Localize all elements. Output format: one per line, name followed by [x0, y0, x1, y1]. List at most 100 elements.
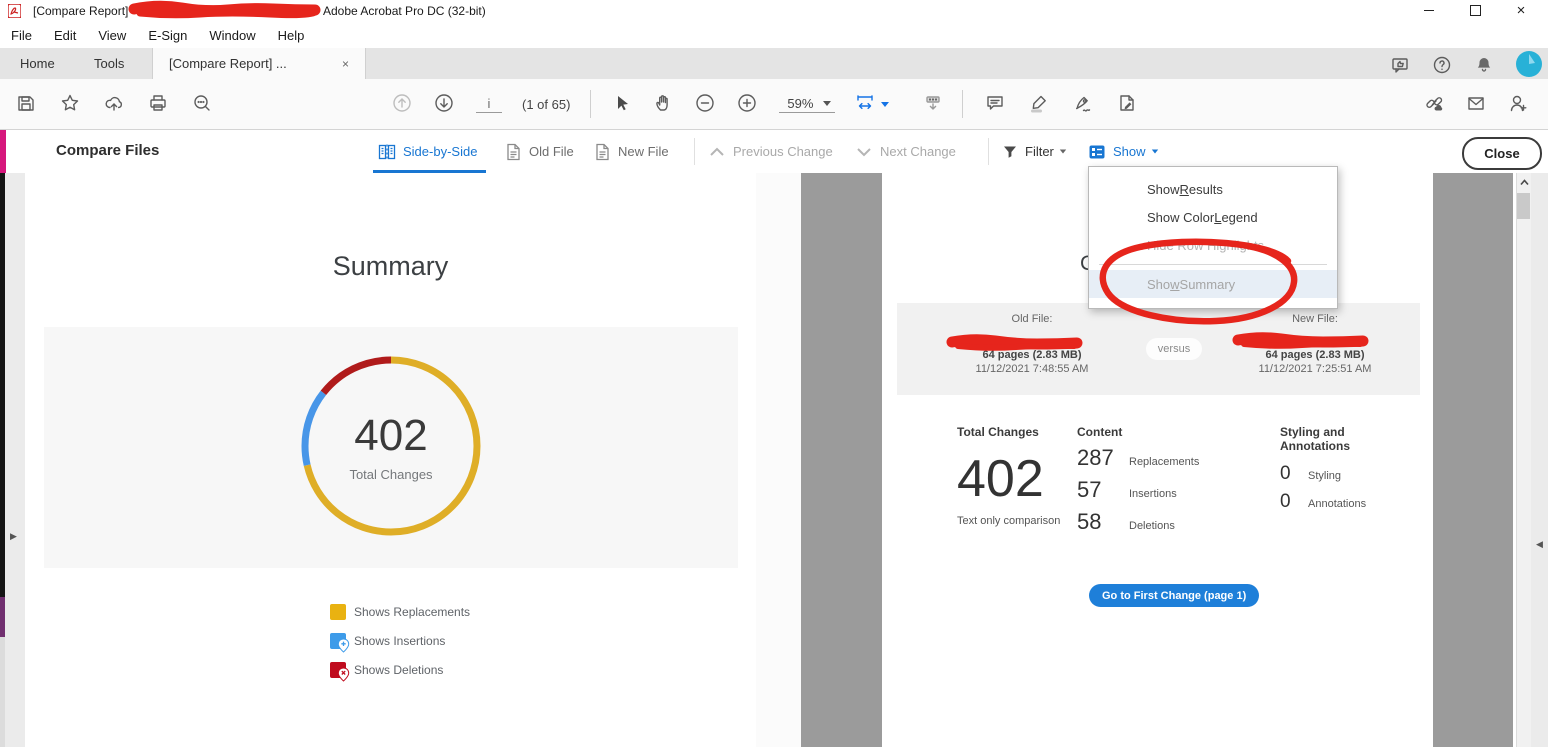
styling-count: 0	[1280, 463, 1291, 484]
old-file-label: Old File:	[1011, 313, 1053, 325]
vertical-scrollbar[interactable]	[1516, 173, 1532, 747]
zoom-level-select[interactable]: 59%	[779, 96, 836, 113]
search-icon[interactable]	[192, 93, 214, 115]
old-file-date: 11/12/2021 7:48:55 AM	[975, 363, 1089, 375]
styling-annotations-stats: Styling and Annotations 0 Styling 0 Annota…	[1280, 425, 1380, 513]
stat-row: 57 Insertions	[1077, 477, 1247, 503]
divider	[694, 138, 695, 165]
tab-new-file[interactable]: New File	[594, 130, 669, 173]
left-pane-collapsed[interactable]: ▶	[5, 173, 25, 747]
menu-view[interactable]: View	[98, 27, 127, 43]
select-cursor-icon[interactable]	[611, 93, 633, 115]
deletions-label: Deletions	[1129, 520, 1175, 532]
maximize-button[interactable]	[1466, 1, 1484, 19]
tab-old-file[interactable]: Old File	[505, 130, 574, 173]
legend-row-replacements: Shows Replacements	[330, 603, 470, 621]
tab-document[interactable]: [Compare Report] ... ×	[152, 48, 366, 79]
highlighter-icon[interactable]	[1029, 93, 1051, 115]
scrollbar-thumb[interactable]	[1517, 193, 1530, 219]
print-icon[interactable]	[148, 93, 170, 115]
menu-window[interactable]: Window	[209, 27, 256, 43]
toolbar-divider	[962, 90, 963, 118]
cloud-upload-icon[interactable]	[104, 93, 126, 115]
stat-row: 0 Styling	[1280, 463, 1380, 485]
close-compare-button[interactable]: Close	[1462, 137, 1542, 170]
tab-side-by-side[interactable]: Side-by-Side	[378, 130, 477, 173]
user-avatar[interactable]	[1516, 51, 1542, 80]
menu-file[interactable]: File	[11, 27, 32, 43]
legend-label: Shows Insertions	[354, 634, 446, 648]
tab-close-icon[interactable]: ×	[341, 56, 349, 71]
new-file-pages: 64 pages (2.83 MB)	[1265, 349, 1365, 361]
right-separator-bar	[1433, 173, 1513, 747]
next-page-icon[interactable]	[434, 93, 456, 115]
edit-pdf-icon[interactable]	[1117, 93, 1139, 115]
comment-icon[interactable]	[985, 93, 1007, 115]
summary-chart-panel: 402 Total Changes	[44, 327, 738, 568]
tabbar-right-icons	[1390, 51, 1542, 80]
page-scrolling-icon[interactable]	[923, 93, 945, 115]
previous-change-button[interactable]: Previous Change	[708, 130, 833, 173]
tab-home[interactable]: Home	[20, 56, 55, 71]
window-controls: ×	[1420, 1, 1530, 19]
share-link-icon[interactable]	[1424, 93, 1446, 115]
zoom-out-icon[interactable]	[695, 93, 717, 115]
help-icon[interactable]	[1432, 55, 1454, 77]
show-menu-icon	[1089, 145, 1105, 158]
page-count-label: (1 of 65)	[522, 96, 571, 112]
summary-heading: Summary	[332, 251, 449, 281]
chevron-down-icon	[823, 100, 832, 106]
document-icon	[507, 143, 520, 160]
expand-right-pane-icon[interactable]: ◀	[1536, 539, 1543, 549]
star-icon[interactable]	[60, 93, 82, 115]
magenta-accent-bar	[0, 130, 6, 173]
feedback-icon[interactable]	[1390, 55, 1412, 77]
next-change-button[interactable]: Next Change	[855, 130, 956, 173]
stat-row: 0 Annotations	[1280, 491, 1380, 513]
acrobat-icon	[7, 3, 22, 21]
hand-tool-icon[interactable]	[653, 93, 675, 115]
menu-esign[interactable]: E-Sign	[148, 27, 188, 43]
previous-page-icon[interactable]	[392, 93, 414, 115]
menu-item-show-summary[interactable]: Sho w Summary	[1089, 270, 1337, 298]
left-edge-strip	[0, 173, 5, 597]
new-file-label: New File	[618, 144, 669, 159]
go-to-first-change-button[interactable]: Go to First Change (page 1)	[1089, 584, 1260, 607]
email-icon[interactable]	[1466, 93, 1488, 115]
menu-edit[interactable]: Edit	[53, 27, 77, 43]
notifications-bell-icon[interactable]	[1474, 55, 1496, 77]
fit-width-button[interactable]	[855, 93, 890, 115]
close-window-button[interactable]: ×	[1516, 1, 1526, 19]
next-change-label: Next Change	[880, 144, 956, 159]
menu-item-hide-row-highlights[interactable]: Hide Row Highlights	[1147, 237, 1265, 253]
annotations-label: Annotations	[1308, 498, 1367, 510]
zoom-in-icon[interactable]	[737, 93, 759, 115]
tab-bar: Home Tools [Compare Report] ... ×	[0, 48, 1548, 80]
menu-help[interactable]: Help	[277, 27, 305, 43]
chevron-down-icon	[881, 101, 890, 107]
donut-center: 402 Total Changes	[296, 351, 486, 541]
deletions-pin-icon	[330, 662, 350, 682]
tab-tools[interactable]: Tools	[94, 56, 125, 71]
page-number-input[interactable]: i	[476, 96, 502, 113]
fill-and-sign-icon[interactable]	[1073, 93, 1095, 115]
add-user-icon[interactable]	[1508, 93, 1530, 115]
active-tab-underline	[373, 170, 486, 173]
save-icon[interactable]	[16, 93, 38, 115]
filter-label: Filter	[1025, 144, 1054, 159]
scroll-up-icon[interactable]	[1520, 179, 1529, 186]
donut-segment-insertions	[301, 356, 481, 536]
old-file-info: Old File: 64 pages (2.83 MB) 11/12/2021 …	[922, 313, 1142, 375]
minimize-button[interactable]	[1420, 1, 1438, 19]
stat-header: Content	[1077, 425, 1123, 439]
right-pane-collapsed[interactable]: ◀	[1531, 173, 1548, 747]
title-bar: [Compare Report] Adobe Acrobat Pro DC (3…	[0, 0, 1548, 22]
filter-dropdown[interactable]: Filter	[1002, 130, 1067, 173]
window-title-prefix: [Compare Report]	[33, 4, 129, 18]
show-dropdown[interactable]: Show	[1088, 130, 1159, 173]
expand-left-pane-icon[interactable]: ▶	[10, 531, 17, 541]
total-changes-value: 402	[354, 410, 428, 460]
